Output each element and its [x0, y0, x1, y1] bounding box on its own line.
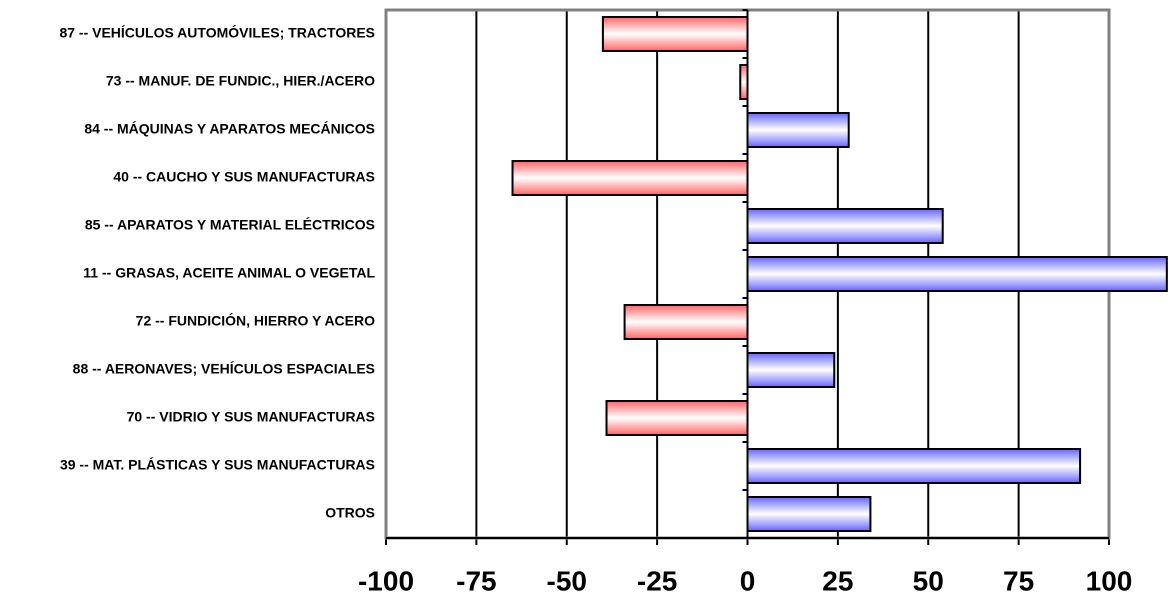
x-tick-label: 0: [740, 565, 756, 596]
x-tick-label: -50: [547, 565, 587, 596]
x-tick-label: 50: [913, 565, 944, 596]
y-tick-label: 70 -- VIDRIO Y SUS MANUFACTURAS: [127, 409, 375, 425]
y-tick-label: 39 -- MAT. PLÁSTICAS Y SUS MANUFACTURAS: [60, 457, 375, 473]
x-tick-label: -100: [358, 565, 414, 596]
y-tick-label: 88 -- AERONAVES; VEHÍCULOS ESPACIALES: [73, 361, 375, 377]
x-tick-label: 75: [1003, 565, 1034, 596]
y-tick-label: 85 -- APARATOS Y MATERIAL ELÉCTRICOS: [85, 217, 375, 233]
bar: [746, 496, 872, 532]
y-tick-label: OTROS: [325, 505, 375, 521]
y-tick-label: 72 -- FUNDICIÓN, HIERRO Y ACERO: [136, 312, 375, 329]
bar: [746, 448, 1082, 484]
y-tick-label: 87 -- VEHÍCULOS AUTOMÓVILES; TRACTORES: [59, 24, 375, 41]
x-tick-label: -25: [637, 565, 677, 596]
bar: [746, 208, 944, 244]
bar: [601, 16, 749, 52]
bar: [623, 304, 749, 340]
x-tick-label: 25: [822, 565, 853, 596]
y-tick-label: 73 -- MANUF. DE FUNDIC., HIER./ACERO: [106, 73, 375, 89]
y-tick-label: 84 -- MÁQUINAS Y APARATOS MECÁNICOS: [84, 121, 375, 137]
bar: [746, 112, 850, 148]
bar: [739, 64, 749, 100]
y-tick-label: 40 -- CAUCHO Y SUS MANUFACTURAS: [113, 169, 375, 185]
bar: [746, 352, 836, 388]
bar: [746, 256, 1168, 292]
bar: [511, 160, 749, 196]
y-tick-label: 11 -- GRASAS, ACEITE ANIMAL O VEGETAL: [83, 265, 375, 281]
x-tick-label: -75: [456, 565, 496, 596]
bar: [605, 400, 749, 436]
x-tick-label: 100: [1086, 565, 1133, 596]
